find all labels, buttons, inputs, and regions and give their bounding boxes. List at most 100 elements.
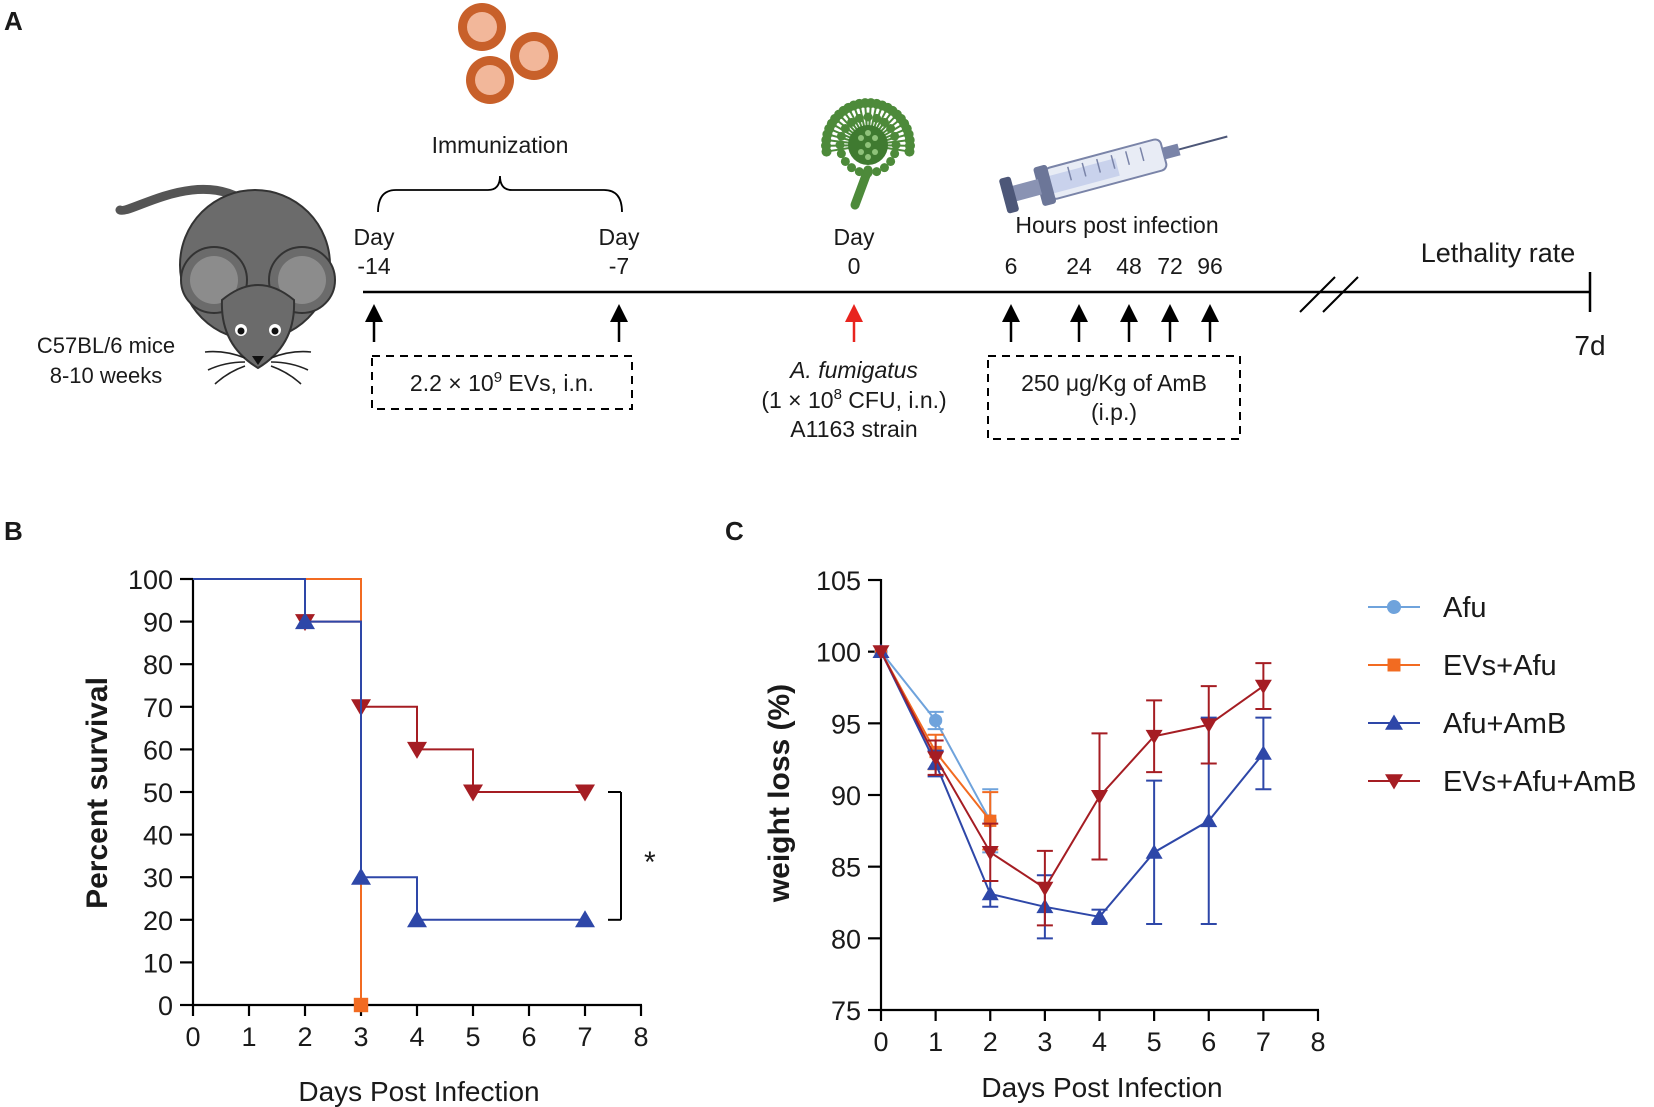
legend-marker xyxy=(1385,714,1403,730)
weight-chart: weight loss (%) Days Post Infection 0 1 2 3… xyxy=(763,566,1326,1103)
survival-point-evs-afu xyxy=(353,997,369,1013)
arrow-infection xyxy=(845,304,863,342)
survival-y-tick-label: 60 xyxy=(143,735,173,765)
survival-y-tick-label: 100 xyxy=(128,565,173,595)
survival-x-tick-label: 5 xyxy=(465,1022,480,1052)
weight-point-evs-afu-amb xyxy=(1145,729,1163,745)
legend-item-afu: Afu xyxy=(1368,592,1487,624)
survival-x-tick-label: 6 xyxy=(521,1022,536,1052)
legend-label: Afu+AmB xyxy=(1443,708,1566,740)
weight-point-evs-afu-amb xyxy=(981,845,999,861)
legend-label: Afu xyxy=(1443,592,1487,624)
survival-y-tick-label: 70 xyxy=(143,693,173,723)
weight-point-evs-afu-amb xyxy=(872,645,890,660)
survival-line-afu-amb xyxy=(193,578,585,921)
weight-x-tick-label: 3 xyxy=(1037,1027,1052,1057)
amb-route-text: (i.p.) xyxy=(1091,399,1137,425)
weight-x-tick-label: 8 xyxy=(1310,1027,1325,1057)
weight-x-tick-label: 4 xyxy=(1092,1027,1107,1057)
legend-marker xyxy=(1386,599,1402,615)
weight-y-tick-label: 100 xyxy=(816,638,861,668)
survival-x-tick-label: 8 xyxy=(633,1022,648,1052)
survival-x-tick-label: 2 xyxy=(297,1022,312,1052)
immunization-label: Immunization xyxy=(432,132,569,158)
weight-y-axis-title: weight loss (%) xyxy=(763,684,796,903)
legend: Afu EVs+Afu Afu+AmB EVs+Afu+AmB xyxy=(1368,592,1636,798)
weight-y-tick-label: 75 xyxy=(831,996,861,1026)
immunization-brace xyxy=(377,175,623,213)
weight-x-tick-label: 0 xyxy=(873,1027,888,1057)
ev-dose-text: 2.2 × 109 EVs, i.n. xyxy=(410,369,594,396)
weight-y-tick-label: 105 xyxy=(816,566,861,596)
weight-x-axis-title: Days Post Infection xyxy=(981,1072,1222,1103)
extracellular-vesicles-icon xyxy=(458,3,558,104)
survival-y-tick-label: 20 xyxy=(143,906,173,936)
survival-chart: Percent survival Days Post Infection 0 1 2… xyxy=(81,565,656,1107)
legend-item-evs-afu: EVs+Afu xyxy=(1368,650,1557,682)
survival-point-afu-amb xyxy=(351,867,371,885)
arrow-hour-96 xyxy=(1201,304,1219,342)
survival-y-tick-label: 30 xyxy=(143,863,173,893)
survival-point-afu-amb xyxy=(407,910,427,928)
hours-post-infection-label: Hours post infection xyxy=(1015,212,1218,238)
weight-point-evs-afu-amb xyxy=(1200,718,1218,733)
mouse-icon xyxy=(115,184,336,385)
weight-point-afu-amb xyxy=(1145,844,1163,859)
arrow-day-minus14 xyxy=(365,304,383,342)
weight-y-tick-label: 85 xyxy=(831,853,861,883)
hour-24: 24 xyxy=(1066,253,1092,279)
lethality-rate-label: Lethality rate xyxy=(1421,238,1576,268)
survival-point-evs-afu-amb xyxy=(575,784,595,802)
weight-point-evs-afu-amb xyxy=(1091,790,1108,805)
pathogen-dose-text: (1 × 108 CFU, i.n.) xyxy=(761,386,946,413)
weight-point-evs-afu-amb xyxy=(1254,679,1272,695)
survival-point-afu-amb xyxy=(575,910,595,928)
weight-point-evs-afu-amb xyxy=(1036,881,1054,897)
fungus-spores-icon xyxy=(821,98,915,178)
weight-x-tick-label: 1 xyxy=(928,1027,943,1057)
legend-item-afu-amb: Afu+AmB xyxy=(1368,708,1566,740)
survival-y-tick-label: 10 xyxy=(143,948,173,978)
survival-point-evs-afu-amb xyxy=(407,741,427,759)
survival-x-axis-title: Days Post Infection xyxy=(298,1076,539,1107)
weight-point-afu-amb xyxy=(1200,812,1218,828)
survival-line-evs-afu-amb xyxy=(193,578,585,793)
hour-6: 6 xyxy=(1005,253,1018,279)
weight-y-tick-label: 95 xyxy=(831,709,861,739)
weight-x-tick-label: 5 xyxy=(1147,1027,1162,1057)
arrow-hour-24 xyxy=(1070,304,1088,342)
arrow-day-minus7 xyxy=(610,304,628,342)
legend-label: EVs+Afu xyxy=(1443,650,1557,682)
weight-x-tick-label: 6 xyxy=(1201,1027,1216,1057)
survival-y-tick-label: 0 xyxy=(158,991,173,1021)
survival-point-afu-amb xyxy=(295,612,315,630)
mouse-age-label: 8-10 weeks xyxy=(50,363,163,388)
survival-y-tick-label: 40 xyxy=(143,821,173,851)
hour-48: 48 xyxy=(1116,253,1142,279)
syringe-icon xyxy=(999,135,1228,214)
timeline-break-marks xyxy=(1299,276,1359,313)
legend-label: EVs+Afu+AmB xyxy=(1443,766,1636,798)
arrow-hour-72 xyxy=(1161,304,1179,342)
survival-x-tick-label: 1 xyxy=(241,1022,256,1052)
day-zero-value: 0 xyxy=(848,253,861,279)
hour-72: 72 xyxy=(1157,253,1183,279)
hour-96: 96 xyxy=(1197,253,1223,279)
day-minus14-word: Day xyxy=(354,224,395,250)
weight-point-afu-amb xyxy=(981,885,999,901)
survival-x-tick-label: 3 xyxy=(353,1022,368,1052)
weight-x-tick-label: 2 xyxy=(983,1027,998,1057)
weight-y-tick-label: 90 xyxy=(831,781,861,811)
legend-marker xyxy=(1385,774,1403,790)
survival-y-axis-title: Percent survival xyxy=(81,677,114,909)
arrow-hour-48 xyxy=(1120,304,1138,342)
amb-dose-box xyxy=(987,355,1241,440)
weight-line-afu-amb xyxy=(880,651,1265,918)
day-zero-word: Day xyxy=(834,224,875,250)
end-day-label: 7d xyxy=(1574,330,1605,361)
weight-point-afu-amb xyxy=(1254,745,1272,760)
legend-marker xyxy=(1387,658,1401,672)
weight-line-evs-afu-amb xyxy=(880,651,1264,890)
panel-b-label: B xyxy=(4,516,23,546)
arrow-hour-6 xyxy=(1002,304,1020,342)
